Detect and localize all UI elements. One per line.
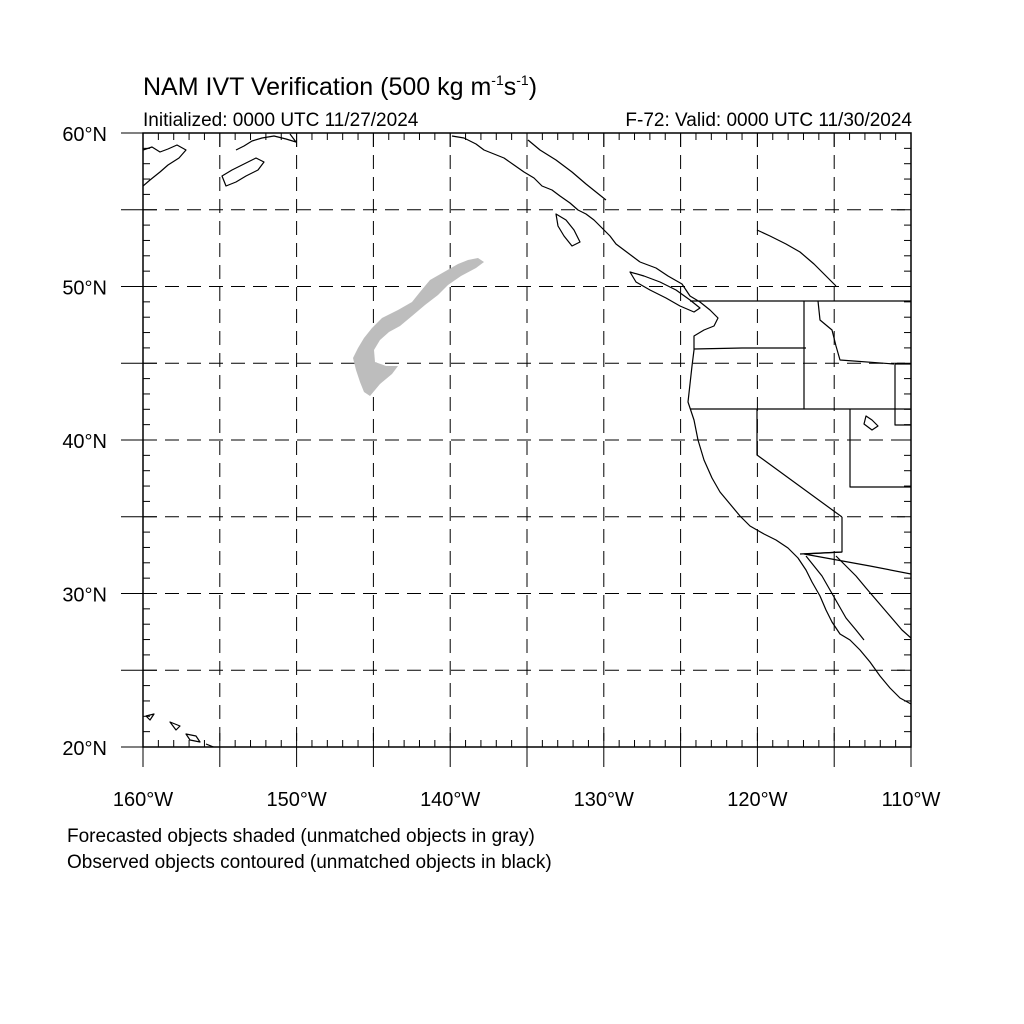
- footer-note-forecast: Forecasted objects shaded (unmatched obj…: [67, 826, 535, 847]
- lat-tick-label: 40°N: [62, 431, 107, 453]
- valid-time-label: F-72: Valid: 0000 UTC 11/30/2024: [625, 110, 912, 131]
- alaska-border: [527, 139, 607, 201]
- southeast-alaska-coast: [451, 135, 641, 263]
- great-salt-lake: [863, 415, 879, 431]
- map-frame: [142, 132, 912, 748]
- nevada-utah-border: [849, 409, 911, 488]
- longitude-labels: 160°W 150°W 140°W 130°W 120°W 110°W: [113, 789, 941, 811]
- forecast-ivt-object: [353, 258, 484, 396]
- california-nevada-border: [756, 409, 843, 518]
- lon-tick-label: 140°W: [420, 789, 480, 811]
- page-title: NAM IVT Verification (500 kg m-1s-1): [143, 72, 538, 101]
- lon-tick-label: 150°W: [266, 789, 326, 811]
- hawaiian-islands: [145, 713, 216, 747]
- canada-interior-river: [756, 229, 837, 287]
- lat-tick-label: 60°N: [62, 124, 107, 146]
- lon-tick-label: 120°W: [727, 789, 787, 811]
- lon-tick-label: 110°W: [882, 789, 941, 811]
- latitude-labels: 20°N 30°N 40°N 50°N 60°N: [62, 124, 107, 760]
- baja-california: [805, 555, 865, 641]
- wyoming-border: [894, 363, 911, 426]
- axis-ticks: [121, 132, 912, 767]
- washington-oregon-border: [693, 347, 806, 350]
- alaska-coast-east: [235, 133, 297, 151]
- north-america-west-coast: [639, 261, 911, 705]
- lat-tick-label: 20°N: [62, 738, 107, 760]
- graticule: [143, 133, 911, 747]
- gulf-of-california-coast: [835, 555, 911, 639]
- mexico-border: [799, 551, 843, 555]
- arizona-border: [803, 517, 911, 575]
- idaho-montana-border: [817, 300, 895, 365]
- vancouver-island: [629, 271, 701, 313]
- kodiak-island-outline: [221, 157, 265, 187]
- lat-tick-label: 30°N: [62, 585, 107, 607]
- bc-islands: [555, 213, 581, 247]
- lon-tick-label: 160°W: [113, 789, 173, 811]
- lat-tick-label: 50°N: [62, 278, 107, 300]
- footer-note-observed: Observed objects contoured (unmatched ob…: [67, 852, 552, 873]
- alaska-peninsula-coast: [143, 144, 187, 187]
- lon-tick-label: 130°W: [574, 789, 634, 811]
- initialized-label: Initialized: 0000 UTC 11/27/2024: [143, 110, 419, 131]
